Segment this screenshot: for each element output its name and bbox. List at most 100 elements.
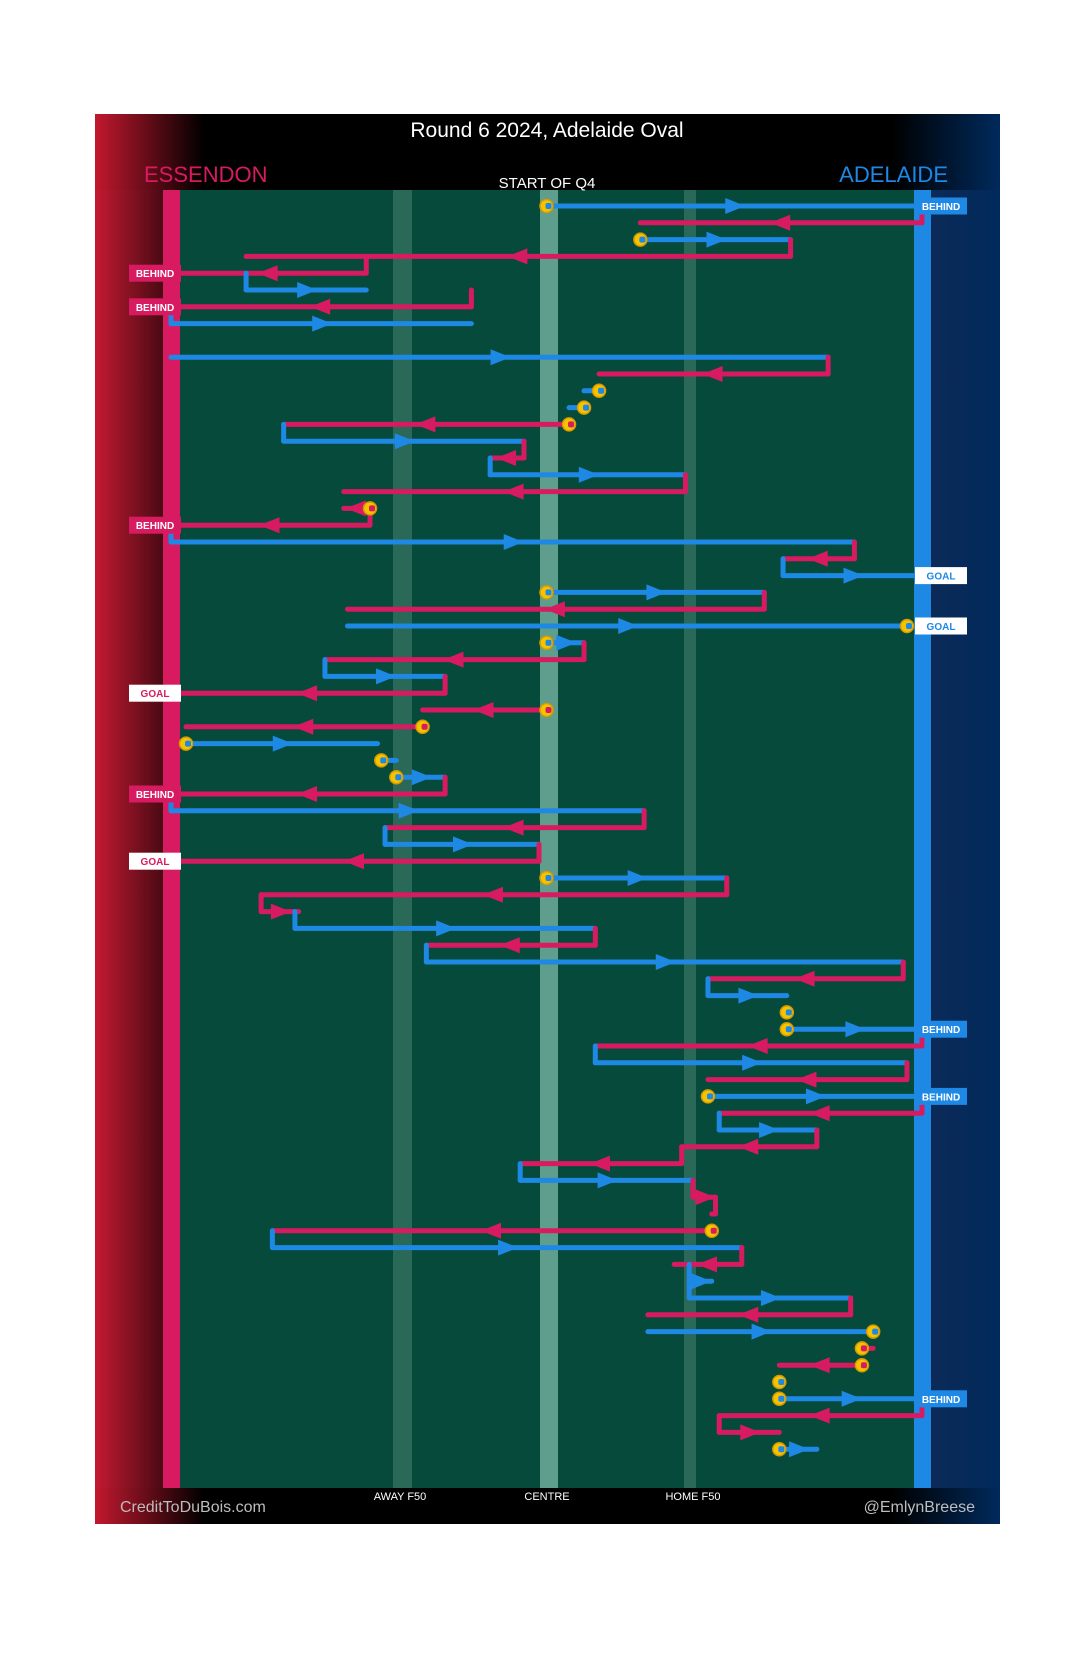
outcome-badge-23 — [915, 567, 967, 585]
outcome-text-5: BEHIND — [136, 269, 174, 280]
chain-start-dot-32 — [421, 723, 428, 730]
chain-start-dot-69 — [860, 1345, 867, 1352]
away-team-name: ESSENDON — [144, 162, 267, 187]
chain-start-dot-33 — [185, 740, 192, 747]
chain-arrow-6 — [297, 282, 318, 298]
outcome-badge-26 — [915, 617, 967, 635]
outcome-40: GOAL — [129, 852, 181, 870]
header-band — [95, 114, 1000, 190]
left-side-panel — [95, 190, 163, 1490]
chain-arrow-40 — [343, 853, 364, 870]
outcome-text-20: BEHIND — [136, 521, 174, 532]
chain-arrow-53 — [796, 1071, 817, 1088]
outcome-badge-20 — [129, 516, 181, 534]
chain-start-dot-71 — [778, 1379, 785, 1385]
chain-arrow-66 — [760, 1290, 781, 1306]
chain-start-dot-49 — [785, 1009, 792, 1016]
outcome-5: BEHIND — [129, 264, 181, 282]
chain-start-dot-27 — [545, 639, 552, 646]
chain-arrow-68 — [751, 1323, 772, 1340]
outcome-text-30: GOAL — [141, 689, 170, 700]
chains-layer — [168, 198, 925, 1458]
away-f50-stripe — [393, 190, 412, 1488]
credit-left[interactable]: CreditToDuBois.com — [120, 1499, 266, 1516]
chain-arrow-20 — [259, 517, 280, 534]
chain-arrow-19 — [345, 500, 366, 517]
outcome-badge-7 — [129, 298, 181, 316]
chain-arrow-39 — [453, 836, 474, 853]
chain-arrow-5 — [257, 265, 278, 282]
chain-arrow-32 — [293, 718, 314, 735]
outcome-text-50: BEHIND — [922, 1025, 960, 1036]
chain-start-dot-41 — [545, 875, 552, 881]
chain-arrow-67 — [738, 1306, 759, 1323]
outcome-7: BEHIND — [129, 298, 181, 316]
chain-arrow-45 — [499, 937, 520, 954]
chart-title: Round 6 2024, Adelaide Oval — [410, 119, 683, 142]
chain-arrow-58 — [589, 1155, 610, 1172]
outcome-badge-54 — [915, 1087, 967, 1105]
outcome-23: GOAL — [915, 567, 967, 585]
chain-start-dot-12 — [598, 387, 605, 394]
outcome-30: GOAL — [129, 684, 181, 702]
chain-arrow-64 — [696, 1256, 717, 1273]
outcome-26: GOAL — [915, 617, 967, 635]
chain-arrow-31 — [473, 702, 494, 718]
chain-arrow-43 — [270, 903, 291, 920]
chain-arrow-35 — [411, 769, 432, 786]
outcome-36: BEHIND — [129, 785, 181, 803]
chain-arrow-26 — [618, 618, 639, 634]
chain-arrow-10 — [490, 349, 511, 366]
chain-arrow-3 — [706, 231, 727, 248]
outcome-badge-36 — [129, 785, 181, 803]
chain-arrow-8 — [312, 315, 333, 332]
chain-arrow-52 — [742, 1054, 763, 1071]
outcome-72: BEHIND — [915, 1390, 967, 1408]
outcome-text-26: GOAL — [927, 622, 956, 633]
chain-arrow-37 — [398, 802, 419, 819]
chain-arrow-70 — [809, 1357, 830, 1374]
chain-arrow-60 — [695, 1189, 716, 1206]
home-f50-label: HOME F50 — [665, 1491, 720, 1503]
chain-arrow-47 — [794, 970, 815, 987]
chain-start-dot-1 — [545, 203, 552, 209]
outcome-badge-50 — [915, 1020, 967, 1038]
chain-arrow-54 — [805, 1088, 826, 1105]
chain-start-dot-34 — [380, 757, 387, 764]
home-f50-stripe — [684, 190, 696, 1488]
chain-arrow-46 — [655, 954, 676, 970]
chain-arrow-55 — [809, 1105, 830, 1122]
outcome-text-1: BEHIND — [922, 202, 960, 213]
chain-arrow-36 — [297, 786, 318, 802]
chain-start-dot-68 — [872, 1328, 879, 1335]
outcome-badge-72 — [915, 1390, 967, 1408]
credit-right[interactable]: @EmlynBreese — [864, 1499, 975, 1516]
away-f50-label: AWAY F50 — [374, 1491, 427, 1503]
chain-arrow-21 — [503, 534, 524, 550]
chain-arrow-51 — [747, 1038, 768, 1054]
home-team-name: ADELAIDE — [839, 162, 948, 187]
chain-start-dot-75 — [778, 1446, 785, 1453]
outcome-1: BEHIND — [915, 197, 967, 215]
outcome-labels: BEHIND BEHIND BEHIND BEHIND GOAL GOAL GOAL BEHI… — [129, 197, 967, 1408]
chain-arrow-75 — [789, 1441, 810, 1458]
chain-arrow-14 — [415, 416, 436, 433]
outcome-text-36: BEHIND — [136, 790, 174, 801]
outcome-50: BEHIND — [915, 1020, 967, 1038]
chain-arrow-44 — [436, 920, 457, 937]
chain-start-markers — [178, 198, 915, 1457]
chain-arrow-11 — [702, 366, 723, 382]
outcome-badge-40 — [129, 852, 181, 870]
chain-arrow-50 — [845, 1021, 866, 1038]
chain-arrow-25 — [544, 601, 565, 618]
chain-start-dot-70 — [860, 1362, 867, 1369]
chain-arrow-62 — [481, 1222, 502, 1239]
chain-arrow-17 — [578, 466, 599, 483]
outcome-20: BEHIND — [129, 516, 181, 534]
chain-arrow-27 — [556, 634, 577, 651]
chain-arrow-42 — [482, 886, 503, 903]
chain-arrow-38 — [503, 819, 524, 836]
chain-arrow-16 — [496, 450, 517, 466]
chain-arrow-33 — [272, 735, 293, 752]
